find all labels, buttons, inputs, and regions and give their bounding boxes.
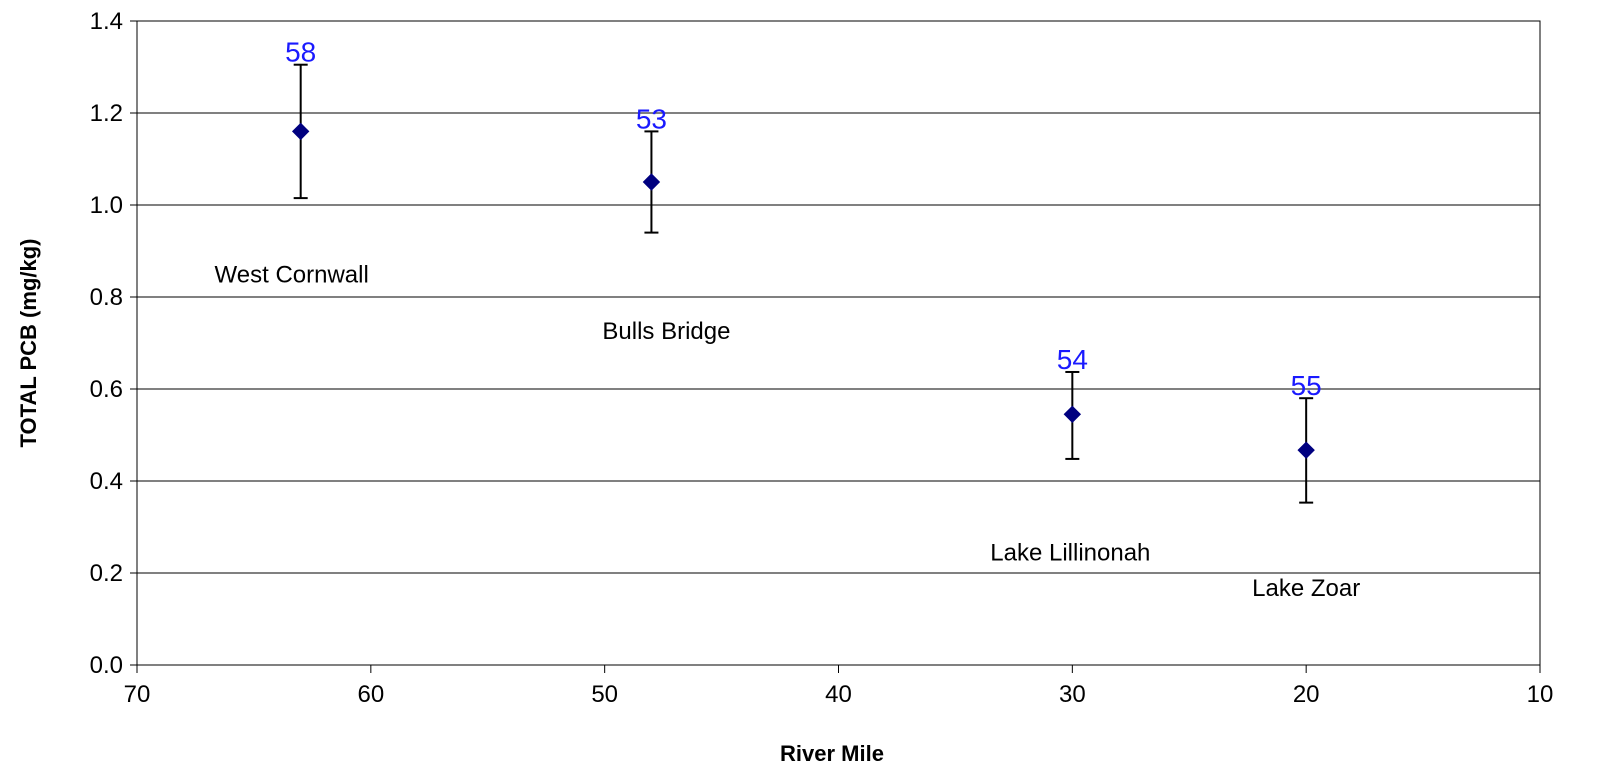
site-label: West Cornwall xyxy=(215,261,369,288)
x-axis-title: River Mile xyxy=(780,741,884,766)
data-point-diamond xyxy=(642,173,661,191)
x-tick-label: 30 xyxy=(1059,681,1086,708)
x-tick-label: 10 xyxy=(1527,681,1554,708)
sample-count-labels: 58 53 54 55 xyxy=(285,37,1322,402)
site-label: Bulls Bridge xyxy=(602,318,730,345)
data-point-diamond xyxy=(291,122,310,141)
y-tick-label: 1.0 xyxy=(90,192,123,219)
x-tick-label: 60 xyxy=(357,681,384,708)
x-tick-label: 50 xyxy=(591,681,618,708)
x-tick-label: 40 xyxy=(825,681,852,708)
axis-ticks xyxy=(130,20,1541,673)
plot-area xyxy=(136,20,1541,666)
y-tick-label: 1.4 xyxy=(90,8,123,35)
y-tick-label: 0.2 xyxy=(90,560,123,587)
y-tick-label: 0.0 xyxy=(90,652,123,679)
y-tick-label: 0.4 xyxy=(90,468,123,495)
site-label: Lake Zoar xyxy=(1252,575,1360,602)
sample-count-label: 54 xyxy=(1057,344,1088,375)
x-tick-label: 70 xyxy=(124,681,151,708)
x-axis-labels: 70 60 50 40 30 20 10 xyxy=(124,681,1554,708)
sample-count-label: 55 xyxy=(1291,370,1322,401)
error-bars xyxy=(293,63,1314,504)
sample-count-label: 58 xyxy=(285,37,316,68)
data-point-diamond xyxy=(1297,441,1315,459)
y-axis-title: TOTAL PCB (mg/kg) xyxy=(16,239,41,448)
data-point-diamond xyxy=(1063,405,1082,424)
y-tick-label: 0.8 xyxy=(90,284,123,311)
site-label: Lake Lillinonah xyxy=(990,539,1150,566)
data-markers xyxy=(291,122,1315,459)
gridlines xyxy=(137,112,1540,574)
y-tick-label: 1.2 xyxy=(90,100,123,127)
x-tick-label: 20 xyxy=(1293,681,1320,708)
site-labels: West Cornwall Bulls Bridge Lake Lillinonah… xyxy=(215,261,1361,602)
y-tick-label: 0.6 xyxy=(90,376,123,403)
y-axis-labels: 0.0 0.2 0.4 0.6 0.8 1.0 1.2 1.4 xyxy=(90,8,123,679)
sample-count-label: 53 xyxy=(636,103,667,134)
